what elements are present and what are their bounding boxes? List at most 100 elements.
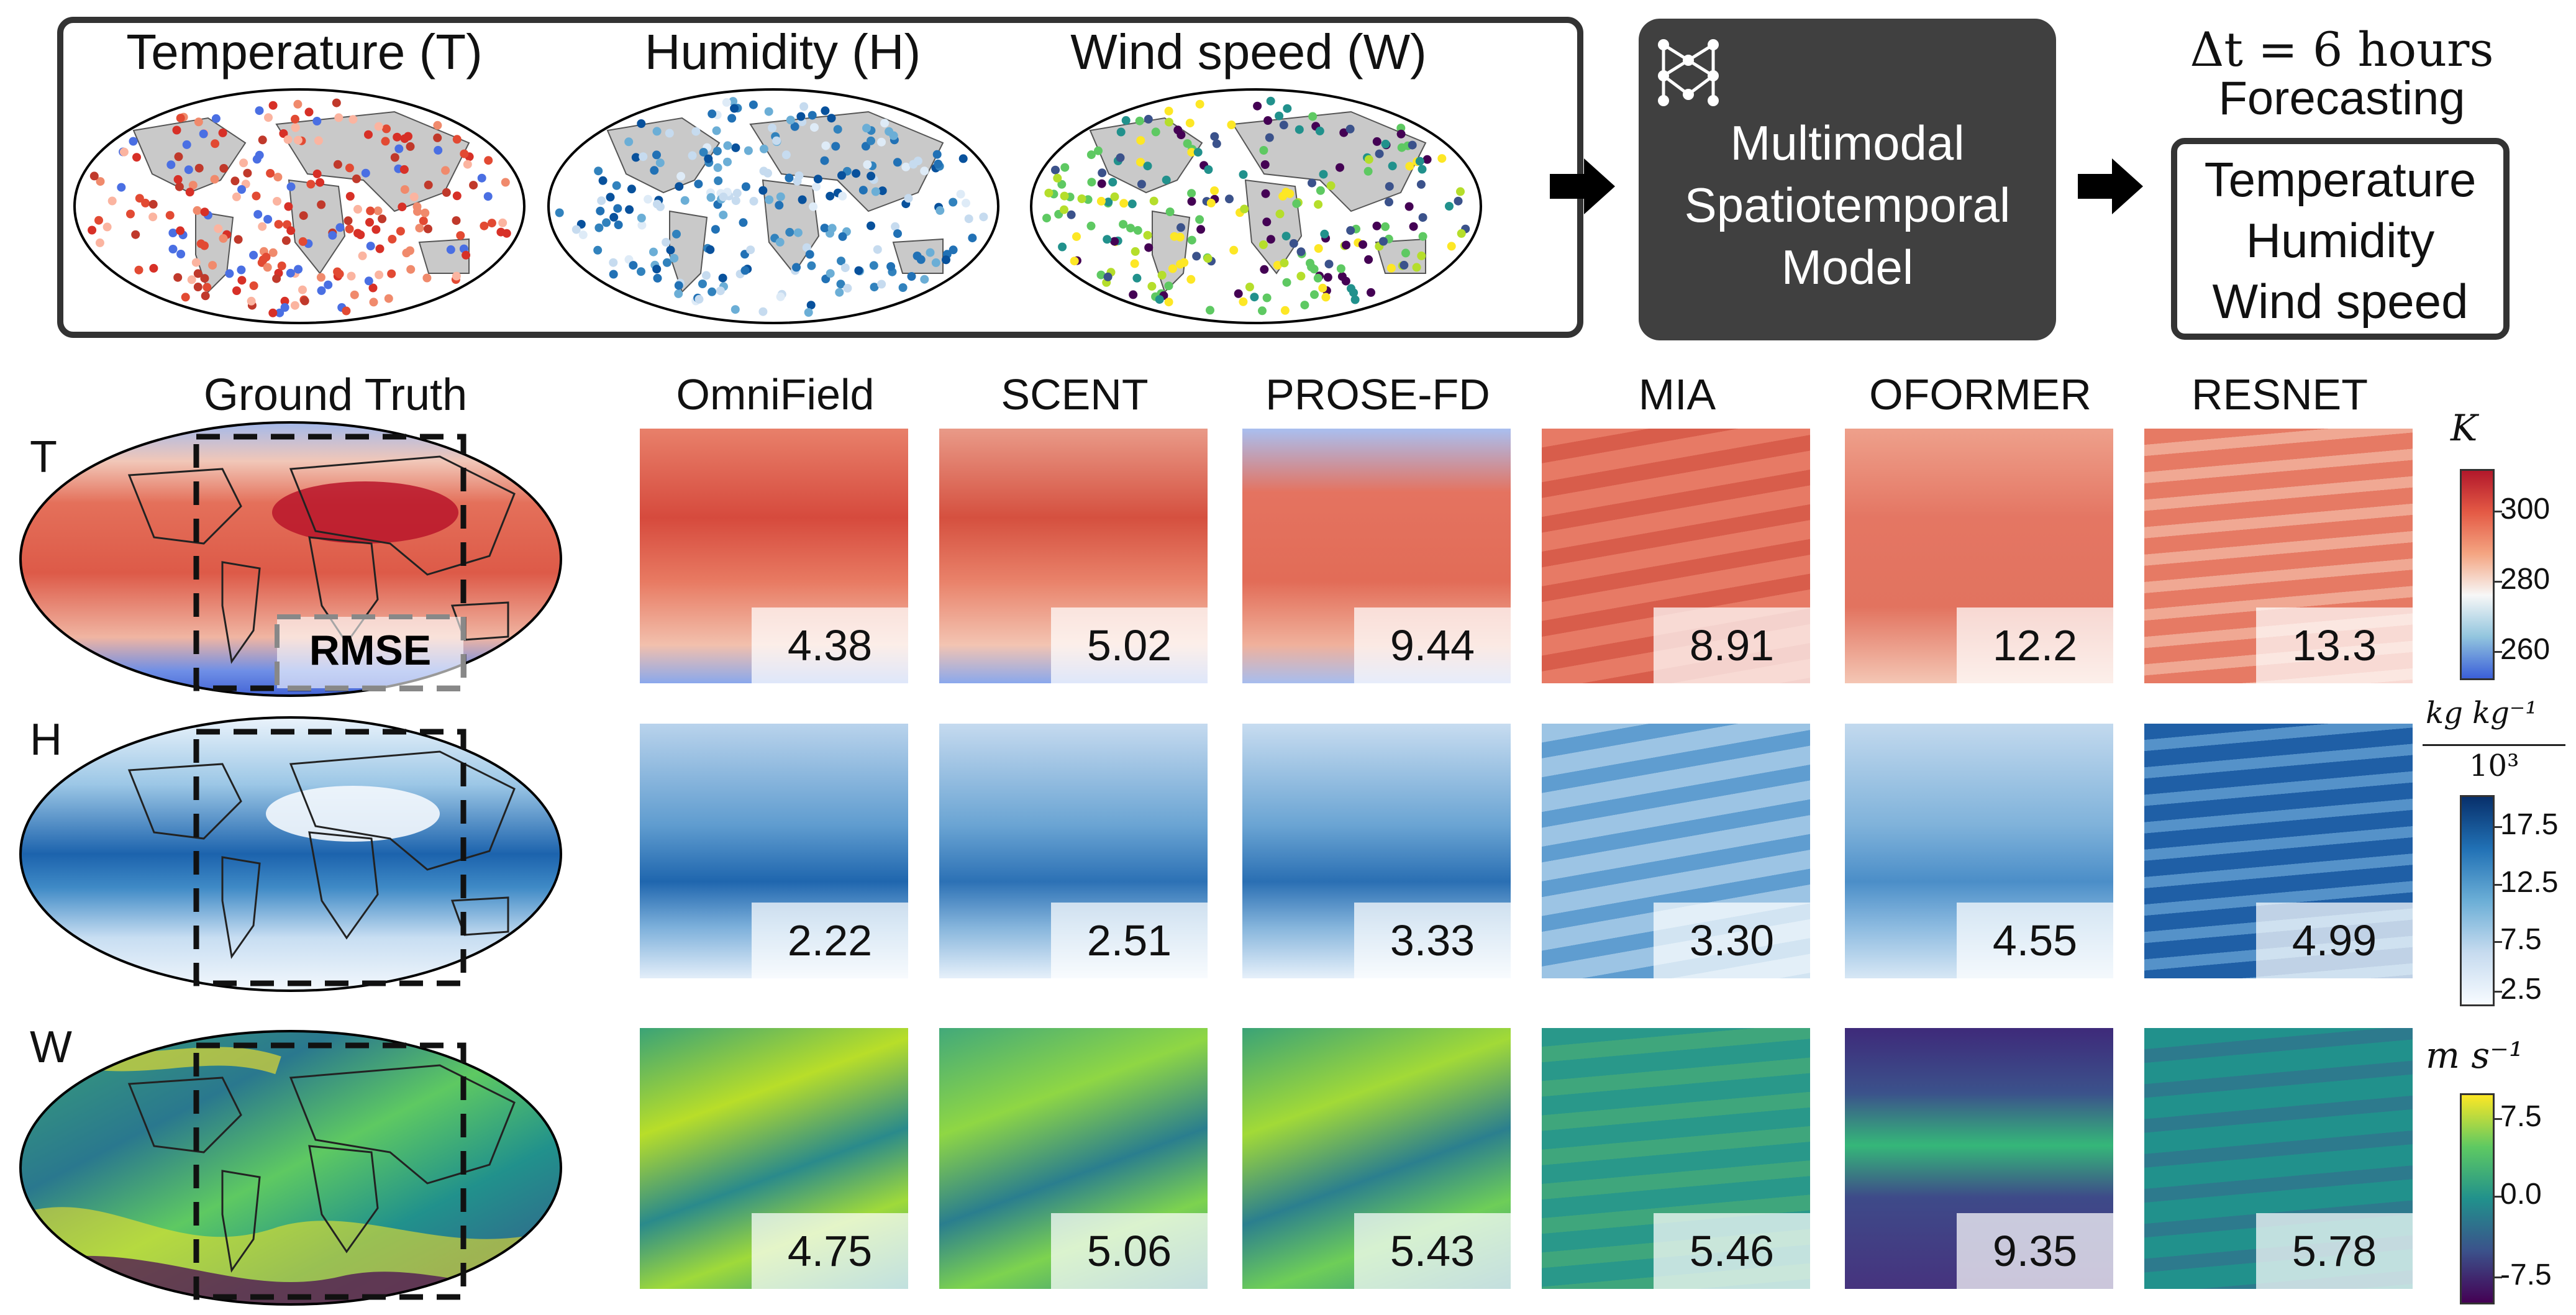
station-dot <box>1067 210 1076 219</box>
station-dot <box>232 192 241 201</box>
station-dot <box>1454 196 1463 206</box>
station-dot <box>387 269 396 278</box>
station-dot <box>893 229 902 239</box>
station-dot <box>131 230 140 239</box>
station-dot <box>1339 128 1349 137</box>
station-dot <box>263 263 272 272</box>
station-dot <box>781 150 791 160</box>
station-dot <box>1295 125 1304 134</box>
panel-h-omnifield: 2.22 <box>640 724 908 978</box>
station-dot <box>792 263 801 272</box>
station-dot <box>1119 199 1129 208</box>
station-dot <box>785 227 794 237</box>
station-dot <box>1121 116 1131 125</box>
panel-w-mia: 5.46 <box>1542 1028 1810 1289</box>
station-dot <box>243 168 252 178</box>
station-dot <box>1203 254 1213 263</box>
station-dot <box>188 181 198 190</box>
station-dot <box>1350 295 1360 304</box>
station-dot <box>1280 306 1290 315</box>
station-dot <box>596 206 605 216</box>
station-dot <box>759 166 768 176</box>
station-dot <box>1176 223 1185 232</box>
station-dot <box>820 224 829 233</box>
station-dot <box>820 156 829 165</box>
station-dot <box>863 160 872 169</box>
map-title-temperature: Temperature (T) <box>126 24 483 80</box>
station-dot <box>185 188 194 197</box>
station-dot <box>1308 112 1318 121</box>
colorbar-tick: -7.5 <box>2500 1258 2552 1291</box>
colorbar-t-unit: K <box>2451 407 2478 449</box>
station-dot <box>366 206 375 216</box>
output-wind-speed: Wind speed <box>2212 274 2469 329</box>
humidity-station-dots <box>555 97 988 317</box>
station-dot <box>412 202 422 211</box>
station-dot <box>89 171 99 181</box>
station-dot <box>498 218 507 227</box>
station-dot <box>934 159 943 168</box>
colorbar-temperature <box>2460 469 2495 680</box>
station-dot <box>219 234 228 243</box>
station-dot <box>877 280 886 289</box>
station-dot <box>1262 293 1272 303</box>
rmse-value: 3.33 <box>1354 903 1511 978</box>
station-dot <box>135 194 144 203</box>
station-dot <box>1116 127 1126 137</box>
station-dot <box>708 109 717 119</box>
station-dot <box>1385 182 1394 191</box>
station-dot <box>230 176 240 186</box>
station-dot <box>181 293 190 302</box>
panel-w-omnifield: 4.75 <box>640 1028 908 1289</box>
station-dot <box>480 221 489 230</box>
station-dot <box>711 225 720 234</box>
station-dot <box>1258 306 1267 316</box>
station-dot <box>1273 261 1282 270</box>
station-dot <box>299 211 308 221</box>
station-dot <box>1321 293 1331 302</box>
station-dot <box>649 247 658 257</box>
station-dot <box>898 283 908 292</box>
station-dot <box>793 176 802 186</box>
station-dot <box>718 273 727 283</box>
station-dot <box>578 230 588 240</box>
station-dot <box>148 199 158 209</box>
station-dot <box>406 265 416 274</box>
station-dot <box>219 164 229 173</box>
station-dot <box>175 182 184 191</box>
station-dot <box>1418 165 1427 174</box>
station-dot <box>821 141 831 150</box>
station-dot <box>1258 240 1268 249</box>
station-dot <box>1261 189 1270 198</box>
output-temperature: Temperature <box>2204 152 2477 207</box>
rmse-label: RMSE <box>309 627 431 674</box>
station-dot <box>1096 270 1106 280</box>
station-dot <box>174 152 183 162</box>
station-dot <box>462 250 471 260</box>
station-dot <box>655 158 665 168</box>
station-dot <box>300 296 309 306</box>
station-dot <box>867 171 876 181</box>
colorbar-tick: 12.5 <box>2500 866 2559 899</box>
arrow-right-icon <box>2078 158 2143 214</box>
station-dot <box>1262 217 1272 227</box>
station-dot <box>1408 140 1417 150</box>
station-dot <box>877 137 886 147</box>
rmse-value: 2.51 <box>1051 903 1208 978</box>
station-dot <box>374 122 383 131</box>
station-dot <box>452 271 461 281</box>
station-dot <box>740 266 750 275</box>
station-dot <box>1401 248 1410 258</box>
station-dot <box>1058 242 1067 252</box>
station-dot <box>958 154 968 163</box>
station-dot <box>263 215 273 224</box>
station-dot <box>889 131 898 140</box>
station-dot <box>1175 232 1185 242</box>
station-dot <box>291 123 300 132</box>
station-dot <box>1405 162 1414 171</box>
station-dot <box>456 231 465 240</box>
station-dot <box>698 280 707 288</box>
station-dot <box>375 244 385 253</box>
station-dot <box>117 183 126 192</box>
station-dot <box>1363 166 1373 176</box>
